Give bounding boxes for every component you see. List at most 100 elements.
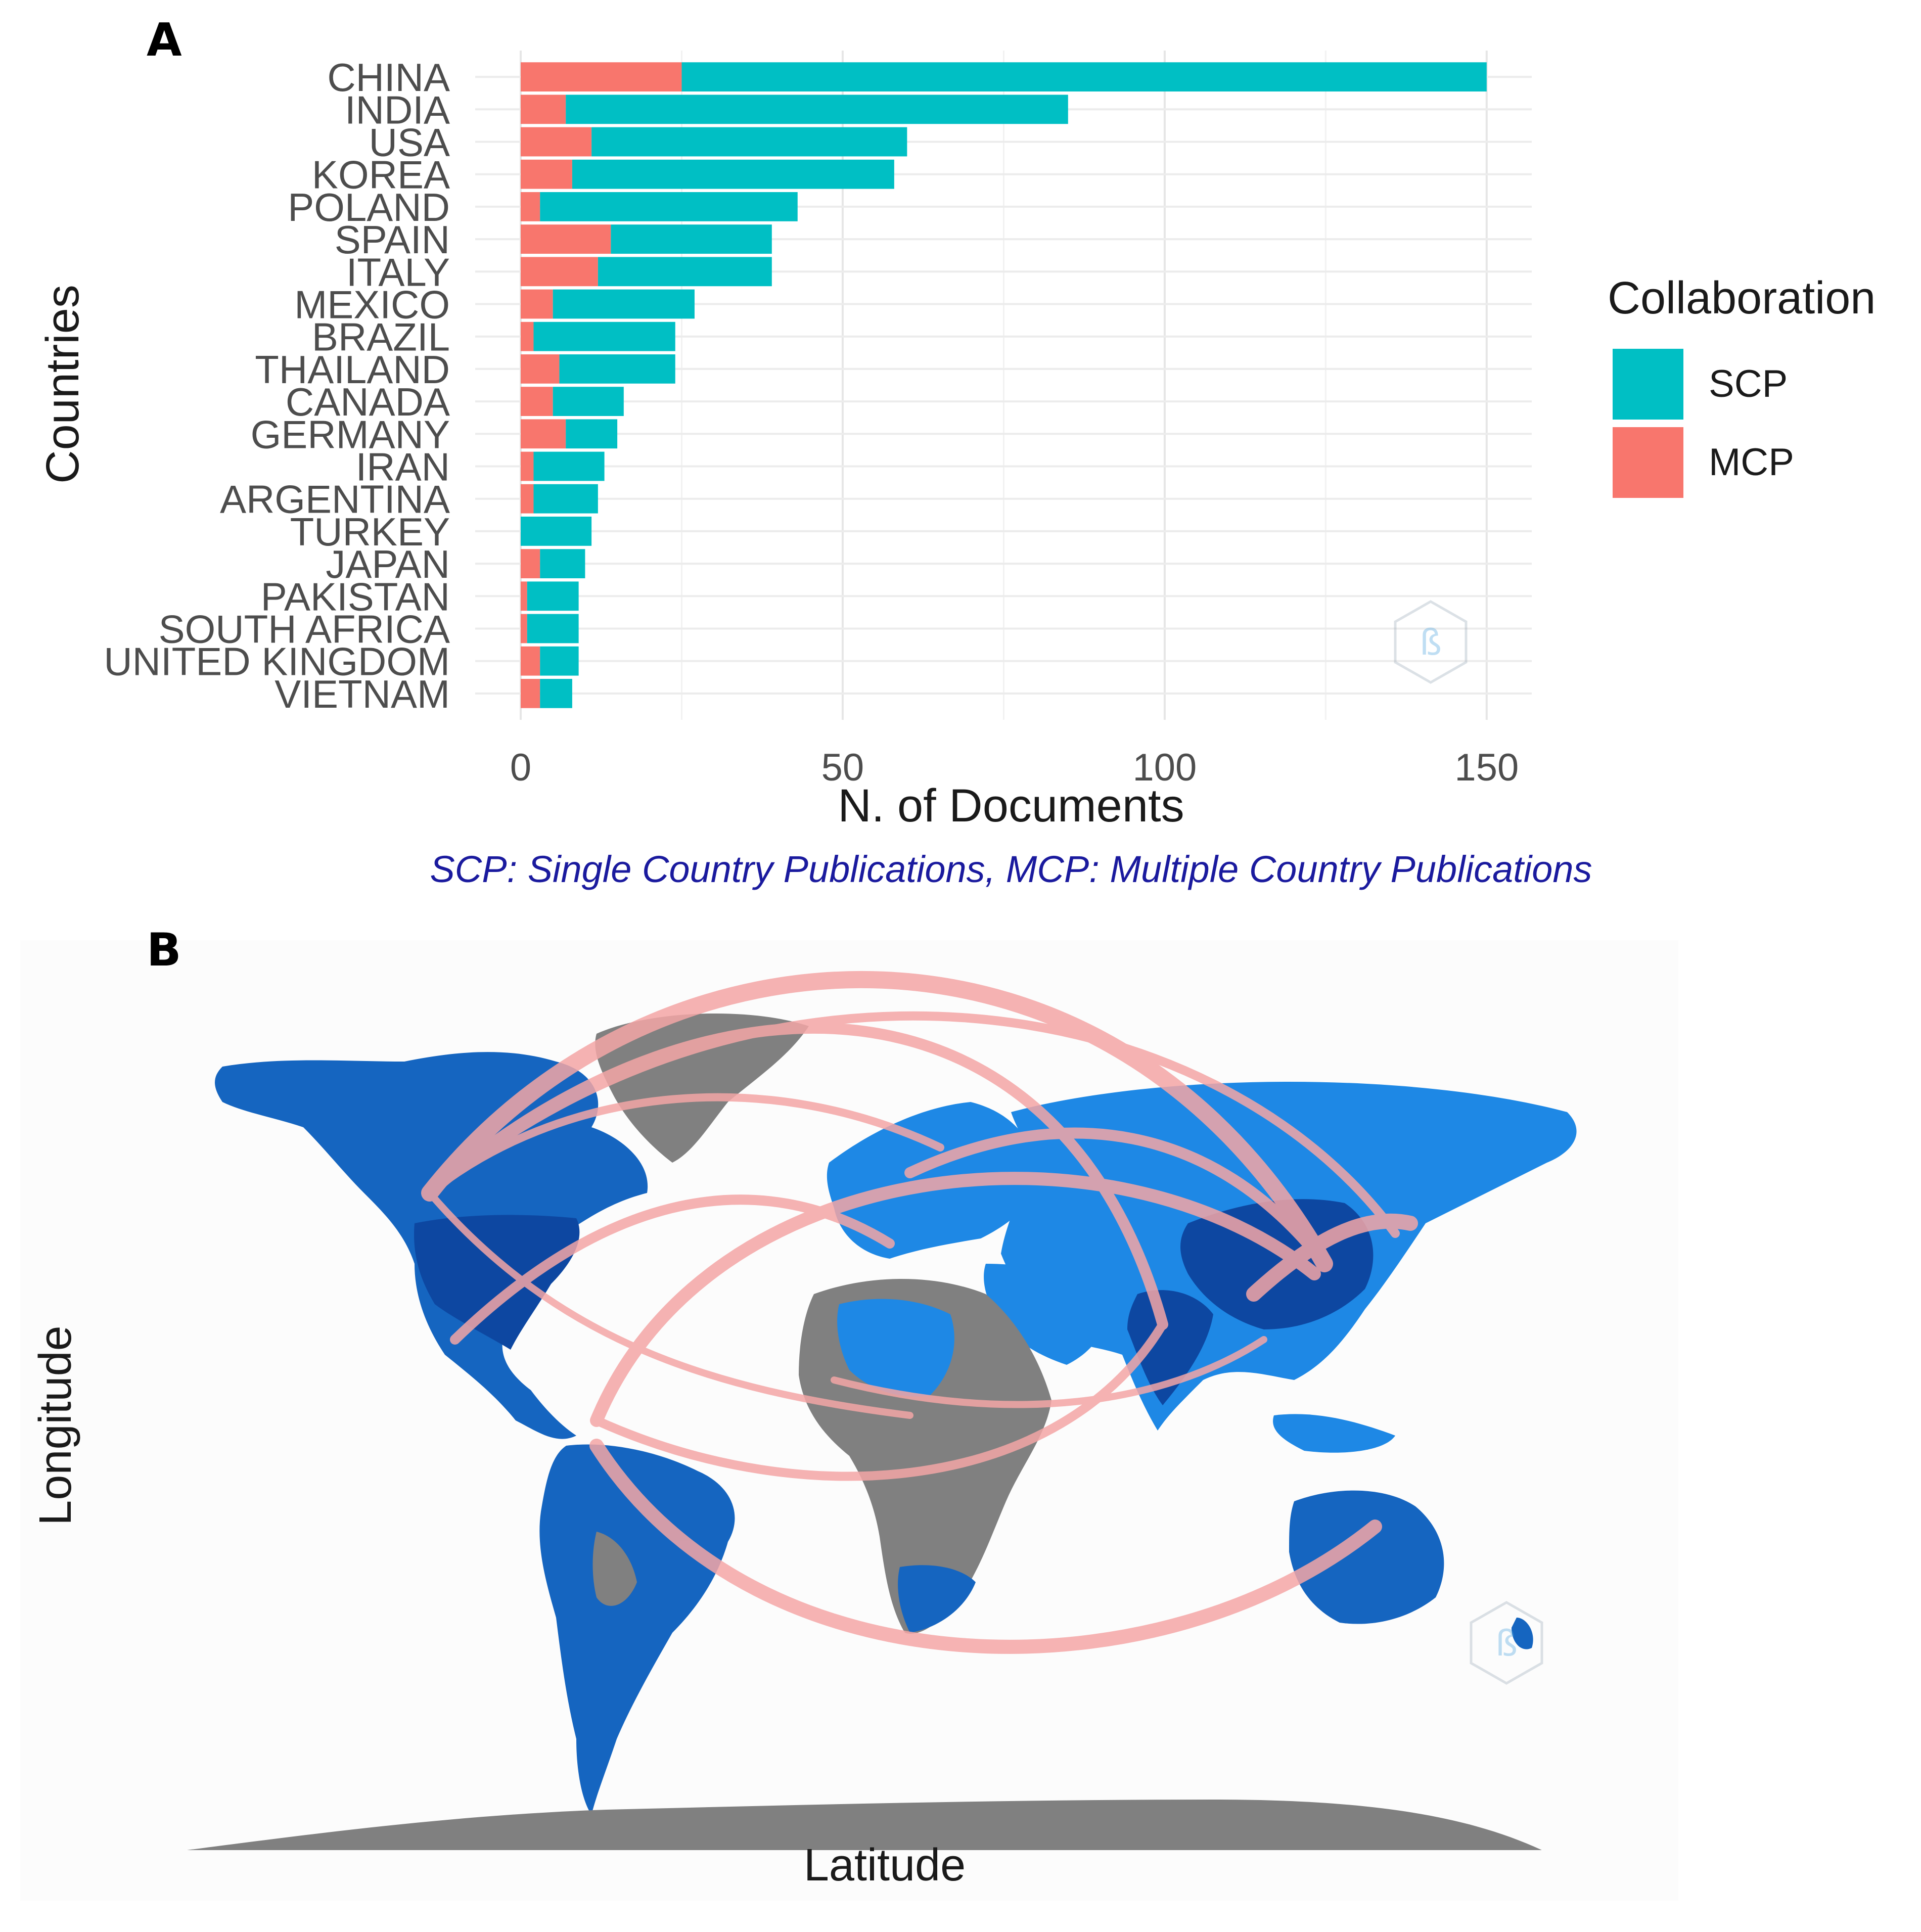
bibliometrix-watermark-icon: ß — [1394, 600, 1468, 684]
category-label: MEXICO — [294, 283, 450, 327]
bar-mcp-argentina — [521, 484, 534, 514]
africa-blue-shape — [837, 1299, 954, 1397]
antarctica-shape — [187, 1800, 1542, 1850]
bar-scp-usa — [591, 127, 907, 157]
bar-mcp-brazil — [521, 321, 534, 351]
bar-scp-united-kingdom — [540, 646, 579, 676]
bar-scp-india — [566, 95, 1068, 124]
x-tick-labels: 0 50 100 150 — [510, 746, 1519, 789]
bar-mcp-india — [521, 95, 566, 124]
link-brazil-australia — [589, 1439, 1382, 1654]
bar-mcp-iran — [521, 451, 534, 481]
category-label: CHINA — [327, 55, 450, 100]
category-labels: CHINAINDIAUSAKOREAPOLANDSPAINITALYMEXICO… — [104, 55, 450, 716]
bar-mcp-spain — [521, 224, 611, 254]
bars-group — [521, 62, 1487, 708]
bar-mcp-mexico — [521, 289, 553, 319]
bar-scp-turkey — [521, 517, 592, 546]
category-label: SPAIN — [335, 217, 450, 262]
legend-swatch-mcp — [1613, 427, 1683, 498]
bar-mcp-thailand — [521, 354, 560, 384]
bar-scp-japan — [540, 549, 585, 578]
category-label: POLAND — [288, 185, 450, 229]
bar-scp-germany — [566, 419, 618, 449]
bar-mcp-korea — [521, 159, 572, 189]
panel-letter-a: A — [147, 14, 182, 67]
bar-mcp-pakistan — [521, 581, 527, 611]
middle-east-shape — [984, 1264, 1106, 1365]
link-brazil-india — [592, 1320, 1167, 1481]
bar-mcp-united-kingdom — [521, 646, 540, 676]
bar-scp-canada — [553, 387, 624, 416]
link-africa-asia — [831, 1336, 1267, 1408]
category-label: TURKEY — [290, 510, 450, 554]
link-usa-africa — [426, 1189, 913, 1419]
bar-scp-italy — [598, 257, 772, 287]
bar-mcp-china — [521, 62, 682, 91]
y-axis-title: Countries — [37, 285, 88, 484]
link-europe-china — [904, 1127, 1330, 1269]
bibliometrix-watermark-icon-map: ß — [1470, 1601, 1543, 1685]
category-label: JAPAN — [326, 542, 450, 586]
collaboration-links — [421, 971, 1418, 1654]
bar-scp-south-africa — [527, 614, 579, 643]
bar-mcp-italy — [521, 257, 598, 287]
x-tick-label: 50 — [821, 746, 864, 789]
south-america-gray-shape — [592, 1532, 637, 1606]
new-zealand-shape — [1512, 1618, 1533, 1649]
bar-scp-spain — [611, 224, 772, 254]
bar-mcp-vietnam — [521, 679, 540, 708]
bar-scp-korea — [572, 159, 894, 189]
bar-scp-mexico — [553, 289, 695, 319]
category-label: THAILAND — [255, 347, 450, 392]
category-label: UNITED KINGDOM — [104, 639, 450, 684]
link-usa-korea — [425, 1011, 1400, 1238]
bar-scp-brazil — [533, 321, 675, 351]
bar-scp-argentina — [533, 484, 598, 514]
greenland-shape — [595, 1013, 809, 1163]
svg-text:ß: ß — [1420, 622, 1442, 663]
link-usa-china — [421, 971, 1333, 1272]
category-label: IRAN — [356, 445, 450, 489]
category-label: BRAZIL — [312, 315, 450, 359]
bar-mcp-usa — [521, 127, 592, 157]
category-label: VIETNAM — [275, 672, 450, 716]
panel-a-bar-chart: A CHINAINDIAUSAKOREAPOLANDSPAINITALYMEXI… — [37, 14, 1876, 890]
map-y-axis-title: Longitude — [30, 1325, 81, 1525]
bar-scp-china — [681, 62, 1487, 91]
bar-mcp-south-africa — [521, 614, 527, 643]
bar-scp-thailand — [559, 354, 675, 384]
legend-title: Collaboration — [1608, 273, 1876, 324]
bar-mcp-poland — [521, 192, 540, 221]
category-label: ITALY — [346, 250, 450, 294]
india-shape — [1127, 1290, 1213, 1405]
link-china-korea — [1246, 1213, 1418, 1302]
map-x-axis-title: Latitude — [804, 1840, 966, 1891]
category-label: PAKISTAN — [261, 574, 450, 619]
link-usa-europe — [426, 1093, 944, 1197]
bar-scp-poland — [540, 192, 798, 221]
svg-text:ß: ß — [1495, 1623, 1518, 1664]
x-axis-title: N. of Documents — [838, 780, 1184, 832]
bar-mcp-germany — [521, 419, 566, 449]
x-tick-label: 0 — [510, 746, 531, 789]
category-label: INDIA — [345, 87, 450, 132]
bar-mcp-japan — [521, 549, 540, 578]
x-tick-label: 100 — [1132, 746, 1197, 789]
category-label: GERMANY — [251, 412, 450, 456]
link-brazil-china — [590, 1172, 1321, 1427]
south-africa-shape — [898, 1565, 976, 1633]
category-label: CANADA — [286, 380, 450, 424]
bar-scp-pakistan — [527, 581, 579, 611]
category-label: USA — [369, 120, 450, 165]
category-label: SOUTH AFRICA — [159, 607, 450, 652]
legend-swatch-scp — [1613, 349, 1683, 420]
bar-mcp-canada — [521, 387, 553, 416]
australia-shape — [1289, 1490, 1444, 1624]
x-tick-label: 150 — [1454, 746, 1519, 789]
panel-letter-b: B — [147, 924, 181, 977]
category-label: KOREA — [312, 153, 450, 197]
category-label: ARGENTINA — [220, 477, 450, 522]
usa-shape — [414, 1215, 580, 1350]
se-asia-islands-shape — [1273, 1414, 1395, 1453]
